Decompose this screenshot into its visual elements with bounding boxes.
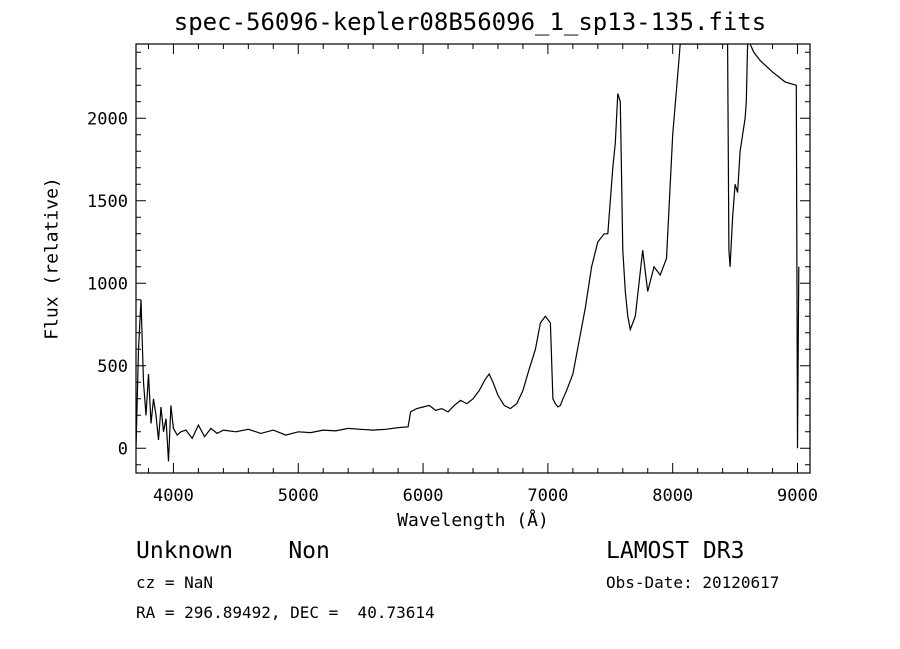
y-tick-label-2000: 2000 (87, 109, 128, 129)
chart-title: spec-56096-kepler08B56096_1_sp13-135.fit… (173, 8, 767, 36)
obs-date-text: Obs-Date: 20120617 (606, 573, 780, 592)
x-tick-label-5000: 5000 (278, 486, 319, 506)
survey-release-text: LAMOST DR3 (606, 538, 745, 564)
x-tick-label-4000: 4000 (153, 486, 194, 506)
object-class-text: Unknown Non (136, 538, 330, 564)
coordinates-text: RA = 296.89492, DEC = 40.73614 (136, 603, 435, 622)
y-tick-label-0: 0 (118, 439, 128, 459)
y-axis-label: Flux (relative) (41, 177, 63, 340)
x-tick-label-6000: 6000 (403, 486, 444, 506)
plot-frame (135, 43, 811, 474)
spectrum-line-0 (136, 44, 800, 462)
x-tick-label-8000: 8000 (652, 486, 693, 506)
y-tick-label-500: 500 (97, 357, 128, 377)
x-tick-label-9000: 9000 (777, 486, 818, 506)
y-tick-label-1500: 1500 (87, 192, 128, 212)
x-axis-label: Wavelength (Å) (397, 510, 549, 531)
x-tick-label-7000: 7000 (527, 486, 568, 506)
redshift-text: cz = NaN (136, 573, 214, 592)
y-tick-label-1000: 1000 (87, 274, 128, 294)
